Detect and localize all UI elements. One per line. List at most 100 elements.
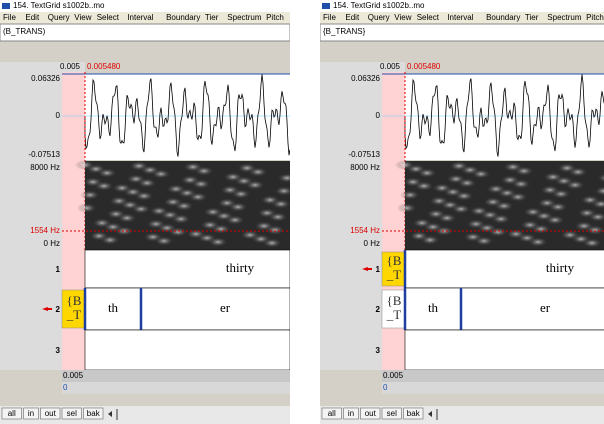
freq-min: 0 Hz <box>364 239 380 248</box>
zoom-button[interactable] <box>381 407 402 420</box>
zoom-button-label: all <box>8 409 16 418</box>
menu-item[interactable]: Interval <box>447 13 473 22</box>
spectrogram-blob <box>191 179 211 189</box>
zoom-button[interactable] <box>360 407 381 420</box>
editor-window: 154. TextGrid s1002b..mo File Edit Query Vie… <box>320 0 604 424</box>
spectrogram-blob <box>488 227 508 237</box>
zoom-button[interactable] <box>23 407 39 420</box>
spectrogram-blob <box>451 204 471 214</box>
tier-number: 1 <box>56 265 61 274</box>
menu-item[interactable]: Select <box>97 13 120 22</box>
menu-item[interactable]: Spectrum <box>547 13 582 22</box>
spectrogram-blob <box>400 190 420 200</box>
text-field-value: (B_TRANS) <box>3 27 46 36</box>
tier[interactable] <box>404 249 604 289</box>
window-title: 154. TextGrid s1002b..mo <box>333 1 425 10</box>
zoom-button-label: out <box>45 409 57 418</box>
menu-item[interactable]: Interval <box>127 13 153 22</box>
scroll-left[interactable] <box>428 411 432 417</box>
zoom-button-label: bak <box>87 409 101 418</box>
menu-item[interactable]: Query <box>48 13 70 22</box>
zoom-button[interactable] <box>83 407 104 420</box>
spectrogram-blob <box>154 236 174 246</box>
spectrogram-blob <box>454 191 474 201</box>
zoom-button[interactable] <box>61 407 82 420</box>
menu-item[interactable]: File <box>3 13 16 22</box>
start-time: 0.005 <box>60 62 81 71</box>
title-icon <box>322 3 330 9</box>
spectrogram-blob <box>151 169 171 179</box>
amplitude-zero: 0 <box>56 111 61 120</box>
tier[interactable] <box>84 329 290 371</box>
editor-window: 154. TextGrid s1002b..mo File Edit Query Vie… <box>0 0 323 424</box>
spectrogram-blob <box>594 186 604 196</box>
title-bar <box>320 0 604 12</box>
zoom-button[interactable] <box>40 407 61 420</box>
spectrogram-blob <box>194 166 214 176</box>
menu-bar <box>0 12 290 24</box>
menu-item[interactable]: Pitch <box>586 13 604 22</box>
menu-item[interactable]: Boundary <box>486 13 520 22</box>
start-time: 0.005 <box>380 62 401 71</box>
tier[interactable] <box>84 249 290 289</box>
freq-max: 8000 Hz <box>350 163 380 172</box>
menu-item[interactable]: Tier <box>205 13 219 22</box>
menu-item[interactable]: Edit <box>25 13 40 22</box>
freq-cursor: 1554 Hz <box>350 226 380 235</box>
tier[interactable] <box>404 287 604 331</box>
spectrogram-blob <box>420 235 440 245</box>
spectrogram-blob <box>271 199 290 209</box>
menu-item[interactable]: File <box>323 13 336 22</box>
menu-item[interactable]: Tier <box>525 13 539 22</box>
zoom-button-label: bak <box>407 409 421 418</box>
interval-label: thirty <box>226 260 255 275</box>
spectrogram-blob <box>208 237 228 247</box>
bottom-time: 0.005 <box>383 371 404 380</box>
freq-cursor: 1554 Hz <box>30 226 60 235</box>
menu-item[interactable]: Spectrum <box>227 13 262 22</box>
tier[interactable] <box>404 329 604 371</box>
zoom-button[interactable] <box>1 407 22 420</box>
spectrogram-blob <box>262 238 282 248</box>
spectrogram-blob <box>585 225 604 235</box>
scroll-left[interactable] <box>108 411 112 417</box>
menu-item[interactable]: View <box>394 13 411 22</box>
spectrogram-blob <box>548 202 568 212</box>
menu-item[interactable]: Edit <box>345 13 360 22</box>
spectrogram-blob <box>471 169 491 179</box>
menu-item[interactable]: Boundary <box>166 13 200 22</box>
time-bar <box>382 370 604 382</box>
tier-number: 3 <box>376 346 381 355</box>
menu-item[interactable]: View <box>74 13 91 22</box>
menu-bar <box>320 12 604 24</box>
spectrogram-blob <box>491 214 511 224</box>
amplitude-zero: 0 <box>376 111 381 120</box>
spectrogram-blob <box>188 192 208 202</box>
tier-number: 2 <box>56 305 61 314</box>
spectrogram-blob <box>137 178 157 188</box>
menu-item[interactable]: Intensity <box>293 13 323 22</box>
zoom-button-label: in <box>348 409 354 418</box>
menu-item[interactable]: Query <box>368 13 390 22</box>
zoom-button[interactable] <box>403 407 424 420</box>
first-cell-label: _T <box>386 267 402 282</box>
total-bar <box>382 382 604 394</box>
bottom-zero: 0 <box>63 383 68 392</box>
spectrogram-blob <box>245 180 265 190</box>
menu-item[interactable]: Select <box>417 13 440 22</box>
menu-item[interactable]: Pitch <box>266 13 284 22</box>
zoom-button-label: in <box>28 409 34 418</box>
text-field[interactable] <box>0 23 290 42</box>
first-cell-label: {B <box>387 253 402 268</box>
spectrogram-blob <box>597 173 604 183</box>
cursor-time: 0.005480 <box>87 62 121 71</box>
tier-number: 3 <box>56 346 61 355</box>
zoom-button[interactable] <box>321 407 342 420</box>
spectrogram-blob <box>248 167 268 177</box>
text-field[interactable] <box>320 23 604 42</box>
spectrogram-blob <box>514 166 534 176</box>
zoom-button[interactable] <box>343 407 359 420</box>
cursor-time: 0.005480 <box>407 62 441 71</box>
amplitude-min: -0.07513 <box>348 150 380 159</box>
